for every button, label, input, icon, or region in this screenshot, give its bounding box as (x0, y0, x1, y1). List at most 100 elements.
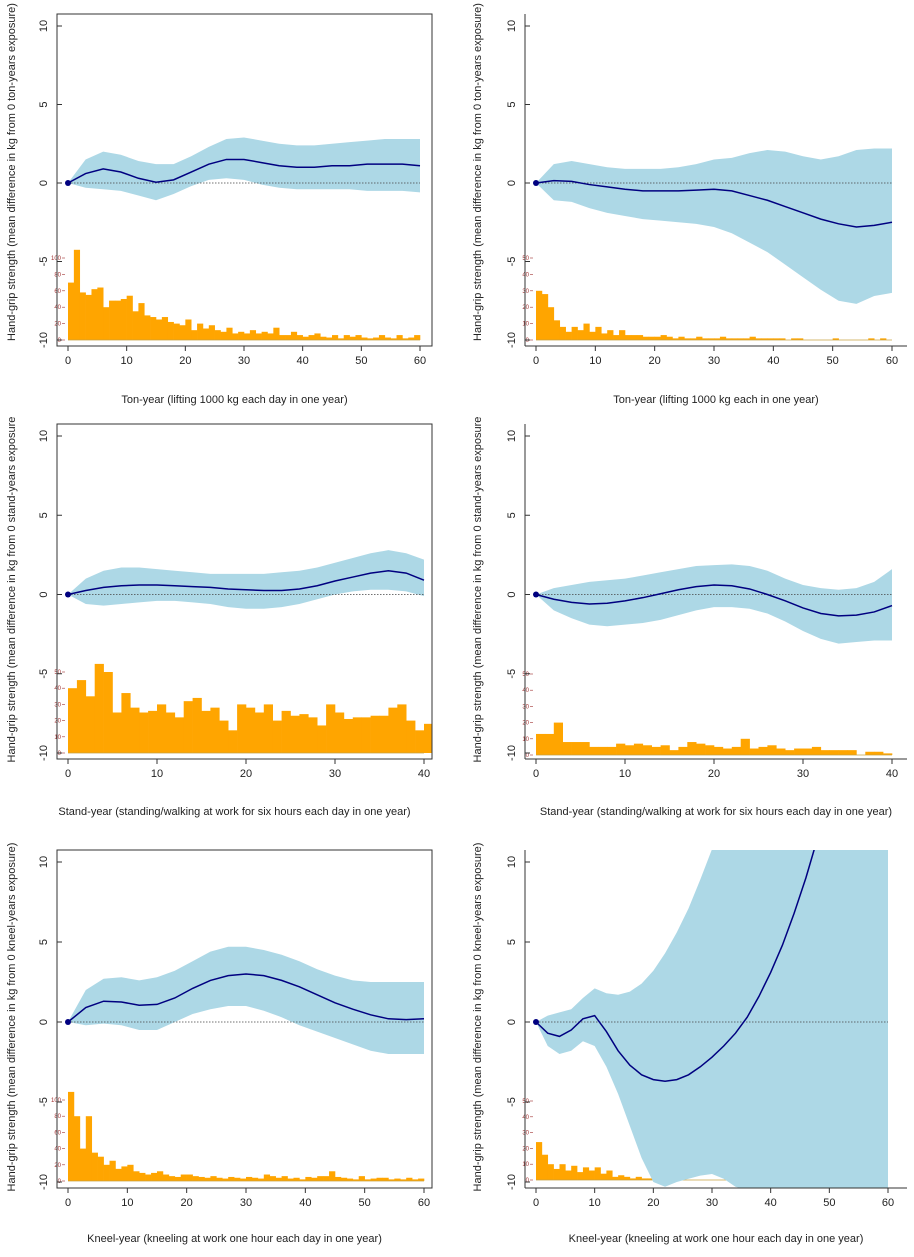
x-tick-label: 30 (240, 1197, 252, 1209)
confidence-band (68, 946, 424, 1054)
histogram (68, 1091, 425, 1182)
x-tick-label: 20 (649, 355, 661, 367)
histogram-bar (222, 1178, 229, 1181)
y-tick-label: -10 (506, 332, 518, 348)
histogram-bar (332, 335, 339, 340)
histogram-bar (346, 1178, 354, 1181)
histogram-bar (355, 335, 362, 340)
histogram-bar (335, 1176, 342, 1181)
histogram-bar (255, 333, 262, 340)
x-tick-label: 20 (181, 1197, 193, 1209)
origin-point (65, 180, 71, 186)
histogram-bar (755, 338, 762, 340)
histogram-bar (103, 307, 110, 340)
y-tick-label: 5 (506, 101, 518, 107)
histogram-bar (847, 750, 857, 755)
x-tick-label: 0 (65, 768, 71, 780)
histogram-bar (234, 1177, 241, 1181)
estimate-line (535, 179, 893, 228)
histogram-bar (68, 1091, 75, 1181)
y-tick-label: 5 (506, 939, 518, 945)
histogram-bar (186, 1174, 193, 1181)
histogram-bar (690, 338, 697, 340)
histogram-bar (139, 1172, 146, 1181)
histogram-bar (296, 335, 303, 340)
histogram-bar (208, 325, 215, 340)
histogram-bar (244, 333, 251, 340)
x-axis-title: Ton-year (lifting 1000 kg each in one ye… (613, 394, 818, 406)
histogram-bar (415, 730, 425, 753)
histogram-bar (174, 717, 184, 753)
histogram-tick-label: 40 (54, 1147, 61, 1153)
histogram-bar (880, 338, 887, 340)
histogram-bar (290, 715, 300, 753)
histogram-bar (397, 704, 407, 753)
histogram-bar (647, 1178, 654, 1180)
histogram-tick-label: 20 (54, 322, 61, 328)
histogram-tick-label: 0 (58, 751, 62, 757)
histogram-bar (168, 1176, 176, 1181)
y-axis-title: Hand-grip strength (mean difference in k… (472, 3, 484, 341)
y-tick-label: 10 (506, 20, 518, 32)
histogram-tick-label: 20 (522, 1146, 529, 1152)
x-tick-label: 50 (827, 355, 839, 367)
histogram-bar (630, 335, 638, 340)
histogram-bar (714, 338, 721, 340)
histogram-bar (305, 1176, 312, 1181)
histogram-tick-label: 20 (522, 721, 529, 727)
histogram-bar (254, 712, 265, 753)
confidence-band (536, 564, 892, 644)
confidence-band (68, 550, 424, 609)
histogram-bar (412, 1179, 419, 1181)
histogram-tick-label: 60 (54, 289, 61, 295)
histogram-tick-label: 30 (54, 702, 61, 708)
histogram-bar (577, 1172, 584, 1180)
x-tick-label: 20 (240, 768, 252, 780)
histogram-tick-label: 50 (54, 670, 61, 676)
confidence-band (536, 850, 888, 1188)
histogram-bar (314, 333, 321, 340)
y-tick-label: 5 (38, 939, 50, 945)
histogram-bar (367, 338, 374, 340)
origin-point (533, 591, 539, 598)
histogram-bar (740, 738, 750, 755)
histogram-bar (785, 750, 795, 755)
histogram-bar (97, 287, 104, 340)
histogram-bar (722, 748, 733, 755)
x-tick-label: 50 (359, 1197, 371, 1209)
histogram-bar (832, 338, 839, 340)
x-tick-label: 40 (299, 1197, 311, 1209)
histogram-bar (559, 326, 566, 340)
histogram-bar (654, 336, 661, 340)
histogram-bar (311, 1177, 318, 1181)
y-tick-label: -5 (38, 257, 50, 267)
histogram-bar (565, 331, 572, 340)
histogram-tick-label: 20 (54, 719, 61, 725)
histogram-bar (167, 321, 174, 340)
histogram-bar (379, 715, 389, 753)
histogram-bar (263, 704, 273, 753)
histogram-bar (261, 331, 268, 340)
histogram-bar (275, 1177, 282, 1181)
histogram-bar (285, 335, 292, 340)
histogram-bar (642, 336, 650, 340)
histogram-bar (629, 1178, 637, 1180)
histogram-bar (317, 1176, 324, 1181)
histogram-bar (352, 717, 362, 753)
histogram-bar (157, 704, 167, 753)
histogram (536, 722, 893, 756)
y-tick-label: -5 (506, 669, 518, 679)
histogram-bar (179, 325, 186, 340)
histogram-tick-label: 60 (54, 1130, 61, 1136)
histogram-bar (373, 337, 380, 340)
histogram-bar (249, 330, 257, 340)
histogram-bar (85, 696, 95, 753)
histogram-bar (616, 743, 626, 755)
histogram-bar (378, 335, 386, 340)
histogram-bar (364, 1179, 371, 1181)
y-tick-label: 10 (38, 20, 50, 32)
confidence-band (536, 148, 892, 304)
x-tick-label: 60 (882, 1197, 894, 1209)
histogram-bar (156, 319, 163, 340)
